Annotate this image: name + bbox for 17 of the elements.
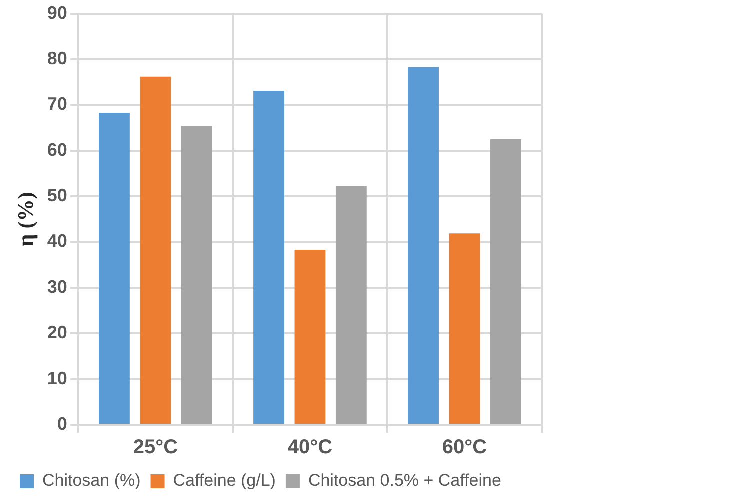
legend-label: Chitosan 0.5% + Caffeine	[308, 471, 502, 490]
y-tick-label: 50	[47, 186, 68, 206]
x-tick-label: 40°C	[288, 436, 333, 459]
y-tick-label: 10	[47, 368, 68, 388]
legend-label: Caffeine (g/L)	[173, 471, 276, 490]
y-axis-title: η (%)	[12, 192, 38, 247]
x-tick-label: 25°C	[133, 436, 178, 459]
x-tick-label: 60°C	[442, 436, 488, 459]
y-tick-label: 70	[47, 94, 68, 114]
y-tick-label: 40	[47, 231, 68, 252]
y-tick-label: 20	[47, 322, 68, 343]
legend-label: Chitosan (%)	[42, 471, 141, 490]
y-tick-label: 0	[57, 414, 68, 434]
y-tick-label: 60	[47, 140, 68, 160]
y-tick-label: 80	[47, 48, 68, 68]
y-tick-label: 90	[47, 2, 68, 23]
y-tick-label: 30	[47, 276, 68, 297]
